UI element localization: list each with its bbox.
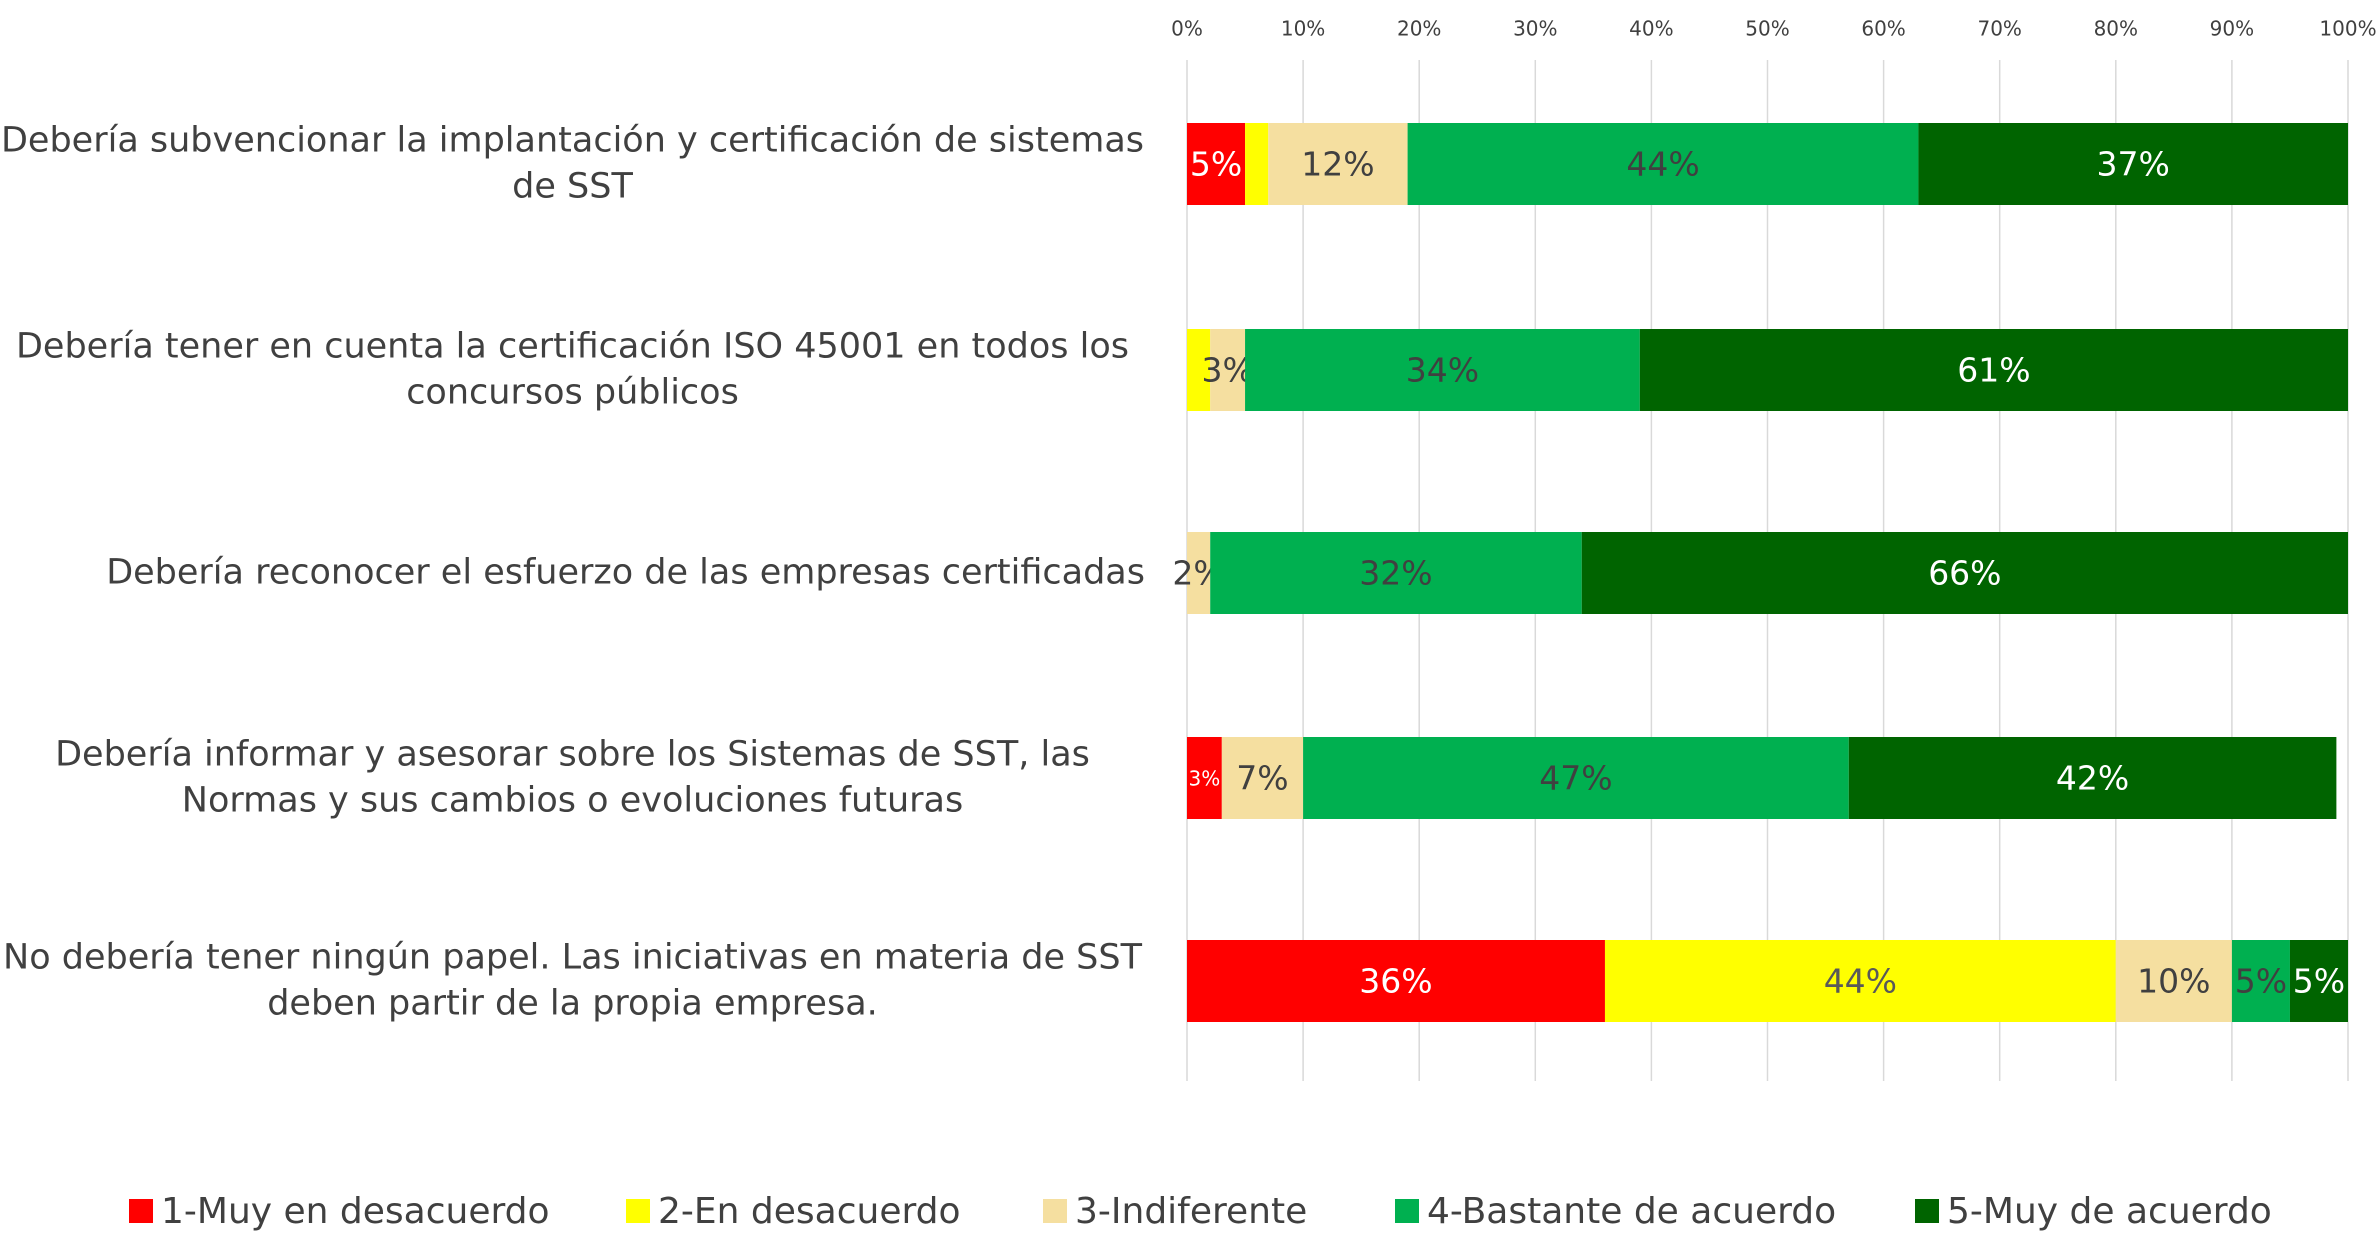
- legend-label: 4-Bastante de acuerdo: [1427, 1191, 1836, 1232]
- data-label: 42%: [2056, 759, 2129, 798]
- bar-segment: [1210, 329, 1246, 411]
- bar-segment: [1581, 532, 2348, 614]
- data-label: 47%: [1539, 759, 1612, 798]
- data-label: 12%: [1301, 145, 1374, 184]
- x-tick-label: 90%: [2210, 17, 2254, 41]
- x-tick-label: 10%: [1281, 17, 1325, 41]
- bar-segment: [1221, 737, 1304, 819]
- bar-segment: [1187, 123, 1246, 205]
- category-label: No debería tener ningún papel. Las inici…: [3, 937, 1142, 1024]
- category-label: Debería subvencionar la implantación y c…: [0, 120, 1145, 207]
- category-label: Debería tener en cuenta la certificación…: [15, 326, 1130, 413]
- x-tick-label: 60%: [1861, 17, 1905, 41]
- data-label: 10%: [2137, 962, 2210, 1001]
- x-tick-label: 0%: [1171, 17, 1203, 41]
- data-label: 37%: [2097, 145, 2170, 184]
- data-label: 66%: [1928, 554, 2001, 593]
- bar-segment: [1245, 123, 1269, 205]
- data-label: 34%: [1406, 351, 1479, 390]
- x-tick-label: 70%: [1977, 17, 2021, 41]
- bar-segment: [1604, 940, 2116, 1022]
- data-label: 61%: [1957, 351, 2030, 390]
- data-label: 44%: [1824, 962, 1897, 1001]
- legend-swatch: [626, 1199, 650, 1223]
- category-label: Debería informar y asesorar sobre los Si…: [55, 734, 1090, 821]
- bar-segment: [1303, 737, 1849, 819]
- bar-segment: [1639, 329, 2348, 411]
- bar-segment: [1187, 940, 1605, 1022]
- x-tick-label: 30%: [1513, 17, 1557, 41]
- data-label: 5%: [2235, 962, 2287, 1001]
- legend-label: 2-En desacuerdo: [658, 1191, 961, 1232]
- category-label-box: Debería tener en cuenta la certificación…: [0, 325, 1145, 416]
- bar-segment: [1210, 532, 1582, 614]
- bar-segment: [2115, 940, 2232, 1022]
- data-label: 7%: [1236, 759, 1288, 798]
- x-tick-label: 50%: [1745, 17, 1789, 41]
- bar-segment: [1187, 329, 1211, 411]
- legend-label: 1-Muy en desacuerdo: [161, 1191, 550, 1232]
- x-tick-label: 20%: [1397, 17, 1441, 41]
- legend-swatch: [1915, 1199, 1939, 1223]
- x-tick-label: 100%: [2319, 17, 2376, 41]
- data-label: 36%: [1359, 962, 1432, 1001]
- data-label: 44%: [1626, 145, 1699, 184]
- x-tick-label: 80%: [2094, 17, 2138, 41]
- legend-swatch: [1043, 1199, 1067, 1223]
- legend-label: 5-Muy de acuerdo: [1947, 1191, 2272, 1232]
- legend-swatch: [1395, 1199, 1419, 1223]
- bar-segment: [1187, 532, 1211, 614]
- data-label: 5%: [1190, 145, 1242, 184]
- category-label-box: No debería tener ningún papel. Las inici…: [0, 936, 1145, 1027]
- data-label: 3%: [1189, 767, 1221, 791]
- category-label-box: Debería subvencionar la implantación y c…: [0, 119, 1145, 210]
- x-tick-label: 40%: [1629, 17, 1673, 41]
- data-label: 5%: [2293, 962, 2345, 1001]
- bar-segment: [1187, 737, 1222, 819]
- category-label-box: Debería informar y asesorar sobre los Si…: [0, 733, 1145, 824]
- bar-segment: [2289, 940, 2348, 1022]
- data-label: 32%: [1359, 554, 1432, 593]
- bar-segment: [1918, 123, 2348, 205]
- bar-segment: [1848, 737, 2337, 819]
- category-label-box: Debería reconocer el esfuerzo de las emp…: [0, 550, 1145, 596]
- legend-label: 3-Indiferente: [1075, 1191, 1307, 1232]
- bar-segment: [1268, 123, 1408, 205]
- bar-segment: [1245, 329, 1640, 411]
- bar-segment: [2231, 940, 2290, 1022]
- category-label: Debería reconocer el esfuerzo de las emp…: [106, 552, 1145, 593]
- legend-swatch: [129, 1199, 153, 1223]
- bar-segment: [1407, 123, 1919, 205]
